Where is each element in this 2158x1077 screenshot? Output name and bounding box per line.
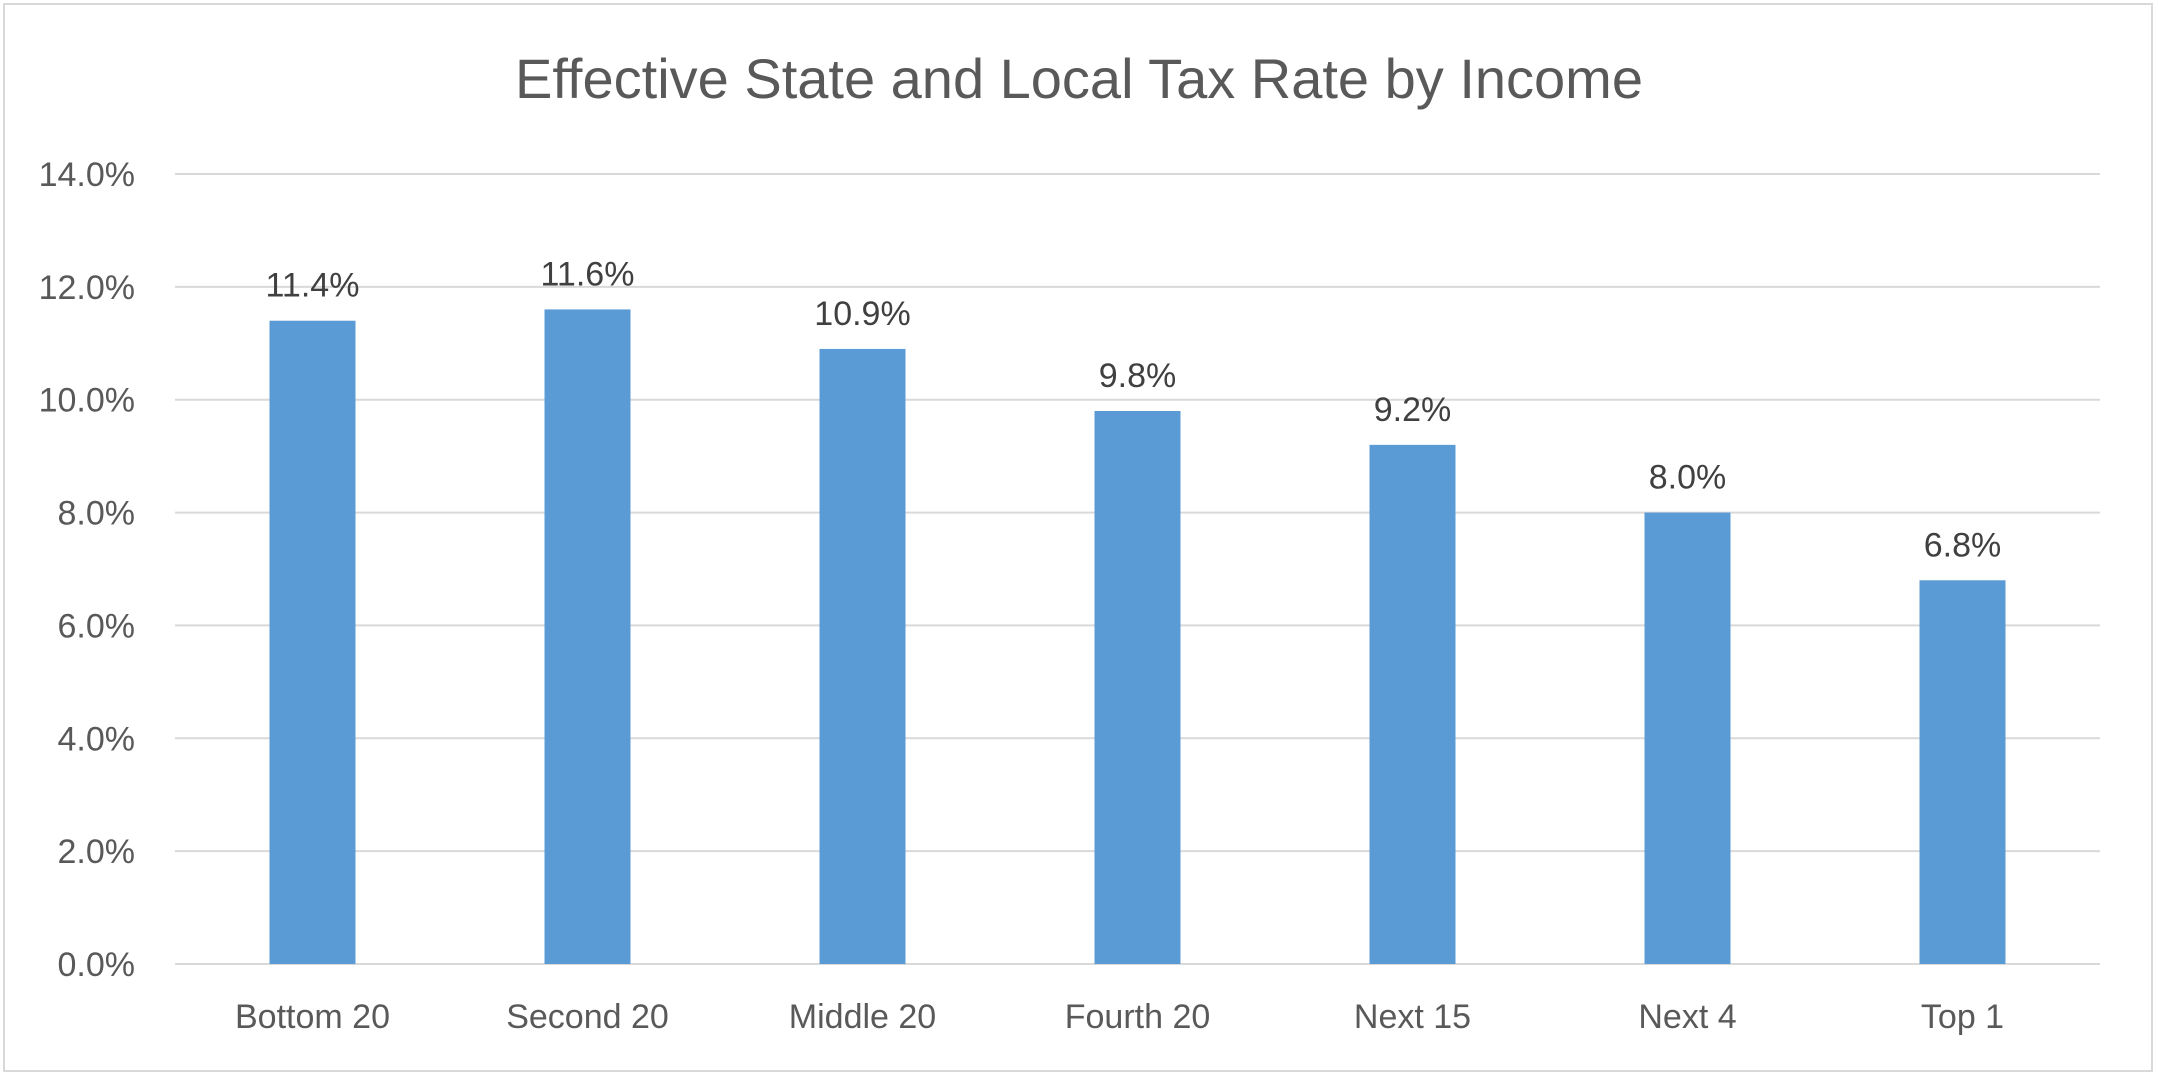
bar [1919, 580, 2006, 964]
bar [819, 348, 906, 964]
bar [1644, 512, 1731, 964]
data-label: 9.8% [1099, 357, 1177, 395]
y-tick-label: 14.0% [39, 156, 135, 194]
y-tick-label: 2.0% [58, 833, 136, 871]
data-label: 10.9% [814, 295, 910, 333]
y-tick-label: 8.0% [58, 495, 136, 533]
data-label: 6.8% [1924, 526, 2002, 564]
x-category-label: Second 20 [506, 998, 669, 1036]
x-category-label: Next 4 [1638, 998, 1736, 1036]
x-category-label: Top 1 [1921, 998, 2004, 1036]
x-axis-category-labels: Bottom 20 Second 20 Middle 20 Fourth 20 Next… [235, 998, 2004, 1036]
y-tick-label: 6.0% [58, 607, 136, 645]
bar [1094, 411, 1181, 964]
x-category-label: Next 15 [1354, 998, 1471, 1036]
x-category-label: Middle 20 [789, 998, 936, 1036]
bars [269, 309, 2006, 964]
data-label: 11.6% [541, 255, 635, 293]
y-axis-tick-labels: 0.0% 2.0% 4.0% 6.0% 8.0% 10.0% 12.0% 14.0% [39, 156, 135, 984]
bar [1369, 444, 1456, 964]
data-label: 9.2% [1374, 391, 1452, 429]
bar [269, 320, 356, 964]
chart-title: Effective State and Local Tax Rate by In… [515, 47, 1643, 110]
y-tick-label: 12.0% [39, 269, 135, 307]
x-category-label: Bottom 20 [235, 998, 390, 1036]
data-labels: 11.4% 11.6% 10.9% 9.8% 9.2% 8.0% 6.8% [266, 255, 2002, 564]
y-tick-label: 4.0% [58, 720, 136, 758]
data-label: 8.0% [1649, 459, 1727, 497]
data-label: 11.4% [266, 267, 360, 305]
bar [544, 309, 631, 964]
y-tick-label: 0.0% [58, 946, 136, 984]
y-tick-label: 10.0% [39, 382, 135, 420]
x-category-label: Fourth 20 [1065, 998, 1211, 1036]
chart-frame [3, 3, 2153, 1072]
